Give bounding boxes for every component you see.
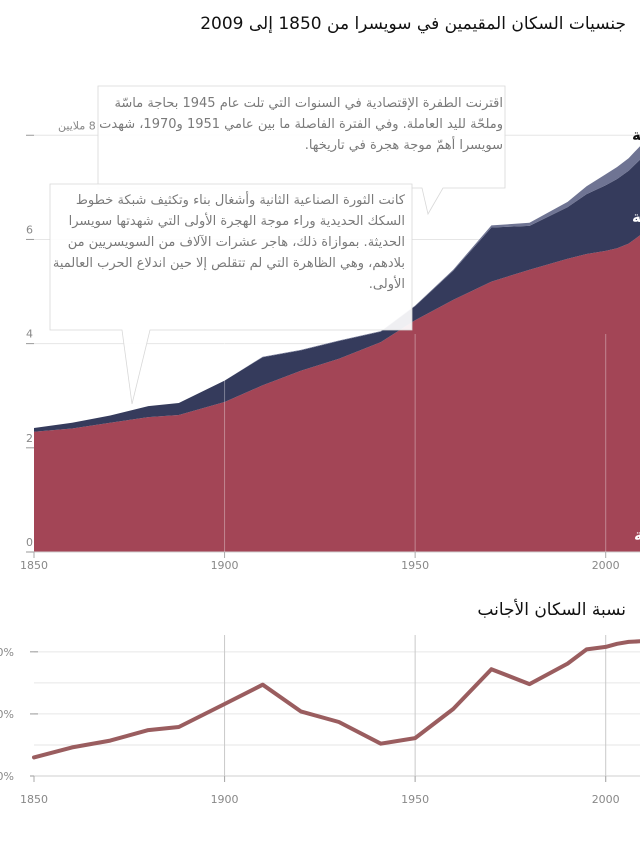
x-tick-label: 1900: [211, 793, 239, 806]
y-tick-label: 6: [26, 223, 33, 236]
chart-title: جنسيات السكان المقيمين في سويسرا من 1850…: [200, 14, 626, 34]
x-tick-label: 2000: [592, 793, 620, 806]
x-tick-label: 1850: [20, 793, 48, 806]
area-swiss: [34, 235, 640, 553]
x-tick-label: 1950: [401, 793, 429, 806]
y-tick-label: 2: [26, 432, 33, 445]
foreign-share-line: [32, 639, 640, 760]
x-tick-label: 2000: [592, 559, 620, 572]
y-tick-label: 8 ملايين: [58, 119, 96, 132]
x-tick-label: 1950: [401, 559, 429, 572]
y-tick-label: 0%: [0, 770, 14, 783]
series-label-non-european: غير أوروبية: [632, 125, 640, 144]
callout-box-industrial: [49, 183, 413, 405]
y-tick-label: 20%: [0, 646, 14, 659]
y-tick-label: 10%: [0, 708, 14, 721]
y-tick-label: 4: [26, 328, 33, 341]
x-tick-label: 1900: [211, 559, 239, 572]
foreign-share-line-chart: 0% 10% 20% 1850 1900 1950 2000: [0, 635, 640, 806]
stacked-area-chart: 0 2 4 6 8 ملايين 1850 1900 1950 2000 غير أوروبي…: [20, 85, 640, 572]
series-label-swiss: سويسرية: [634, 526, 640, 544]
x-tick-label: 1850: [20, 559, 48, 572]
annotation-industrial-revolution: كانت الثورة الصناعية الثانية وأشغال بناء…: [52, 193, 405, 292]
annotation-post-war-boom: اقترنت الطفرة الإقتصادية في السنوات التي…: [99, 96, 503, 153]
chart-title-foreign-share: نسبة السكان الأجانب: [477, 600, 626, 620]
series-label-european: أوروبية: [632, 207, 640, 226]
y-tick-label: 0: [26, 536, 33, 549]
